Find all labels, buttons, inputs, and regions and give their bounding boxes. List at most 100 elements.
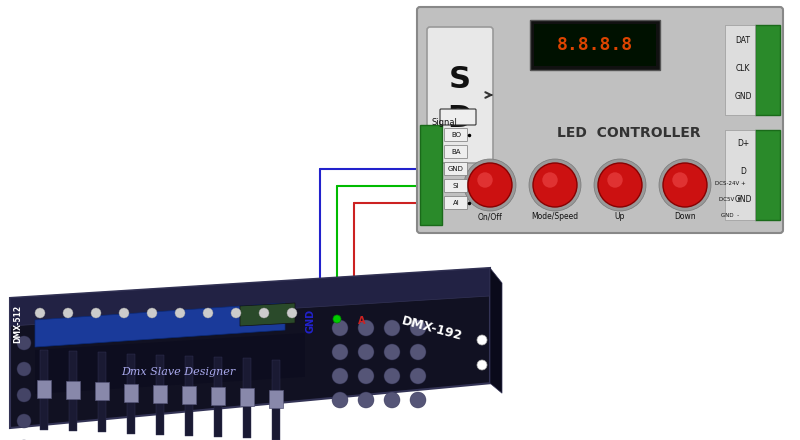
Circle shape (119, 308, 129, 318)
Text: Up: Up (615, 212, 625, 221)
Circle shape (410, 392, 426, 408)
Bar (124, 384, 138, 402)
Circle shape (529, 159, 581, 211)
Text: DMX-512: DMX-512 (14, 305, 22, 343)
Circle shape (358, 344, 374, 360)
FancyBboxPatch shape (427, 27, 493, 163)
Text: GND: GND (734, 194, 752, 203)
Bar (37, 380, 51, 398)
Circle shape (17, 362, 31, 376)
Bar (69, 351, 77, 431)
Bar (156, 355, 164, 435)
Circle shape (333, 315, 341, 323)
Circle shape (384, 320, 400, 336)
Circle shape (91, 308, 101, 318)
Bar (240, 389, 254, 407)
Text: CLK: CLK (736, 63, 750, 73)
Circle shape (358, 368, 374, 384)
Text: DAT: DAT (735, 36, 750, 44)
Text: SI: SI (453, 183, 459, 189)
Circle shape (35, 308, 45, 318)
Bar (98, 352, 106, 433)
Bar (95, 382, 109, 400)
Text: Dmx Slave Designer: Dmx Slave Designer (121, 367, 235, 377)
Polygon shape (35, 333, 305, 394)
Circle shape (598, 163, 642, 207)
Text: 8.8.8.8: 8.8.8.8 (557, 36, 633, 54)
Bar (40, 350, 48, 430)
Text: D: D (447, 104, 473, 133)
Text: S: S (449, 65, 471, 94)
Circle shape (332, 344, 348, 360)
Circle shape (464, 159, 516, 211)
Bar (153, 385, 167, 403)
Text: BA: BA (451, 149, 461, 155)
Circle shape (663, 163, 707, 207)
FancyBboxPatch shape (445, 180, 467, 193)
Circle shape (332, 320, 348, 336)
Bar (272, 359, 280, 440)
Circle shape (147, 308, 157, 318)
Text: LED  CONTROLLER: LED CONTROLLER (557, 126, 701, 140)
Circle shape (259, 308, 269, 318)
Polygon shape (10, 268, 490, 428)
FancyBboxPatch shape (445, 162, 467, 176)
Text: GND: GND (448, 166, 464, 172)
Text: A: A (358, 316, 366, 326)
Bar (243, 359, 251, 438)
Circle shape (607, 172, 622, 188)
Circle shape (175, 308, 185, 318)
Circle shape (384, 368, 400, 384)
Circle shape (477, 360, 487, 370)
Polygon shape (35, 303, 285, 347)
Text: DMX-192: DMX-192 (401, 315, 464, 343)
Circle shape (477, 335, 487, 345)
Circle shape (468, 163, 512, 207)
FancyBboxPatch shape (445, 128, 467, 142)
Bar (185, 356, 193, 436)
Text: GND  -: GND - (721, 213, 739, 217)
Circle shape (231, 308, 241, 318)
Circle shape (410, 320, 426, 336)
Text: Signal: Signal (431, 117, 457, 127)
Text: BO: BO (451, 132, 461, 138)
Circle shape (358, 320, 374, 336)
Text: GND: GND (734, 92, 752, 100)
Circle shape (672, 172, 688, 188)
Bar (755, 130, 780, 220)
Polygon shape (490, 268, 502, 393)
Bar (214, 357, 222, 437)
Circle shape (542, 172, 558, 188)
Circle shape (478, 172, 493, 188)
Circle shape (287, 308, 297, 318)
Text: DCS-24V +: DCS-24V + (714, 180, 746, 186)
FancyBboxPatch shape (445, 146, 467, 158)
Circle shape (63, 308, 73, 318)
Text: On/Off: On/Off (478, 212, 502, 221)
FancyBboxPatch shape (417, 7, 783, 233)
Text: Down: Down (674, 212, 696, 221)
Bar (269, 389, 283, 407)
Circle shape (332, 392, 348, 408)
Circle shape (533, 163, 577, 207)
Bar (725, 130, 755, 220)
Circle shape (17, 336, 31, 350)
Polygon shape (10, 268, 490, 326)
Text: DC5V  P: DC5V P (719, 197, 741, 202)
Circle shape (384, 344, 400, 360)
Circle shape (410, 344, 426, 360)
Circle shape (594, 159, 646, 211)
Circle shape (358, 392, 374, 408)
Polygon shape (240, 303, 295, 326)
Circle shape (410, 368, 426, 384)
Text: Mode/Speed: Mode/Speed (531, 212, 578, 221)
Bar (66, 381, 80, 399)
Circle shape (659, 159, 711, 211)
Bar (420, 125, 442, 225)
Circle shape (332, 368, 348, 384)
Text: GND: GND (305, 309, 315, 333)
Bar (182, 386, 196, 404)
Text: D: D (740, 166, 746, 176)
Bar (534, 24, 656, 66)
Text: AI: AI (453, 200, 459, 206)
